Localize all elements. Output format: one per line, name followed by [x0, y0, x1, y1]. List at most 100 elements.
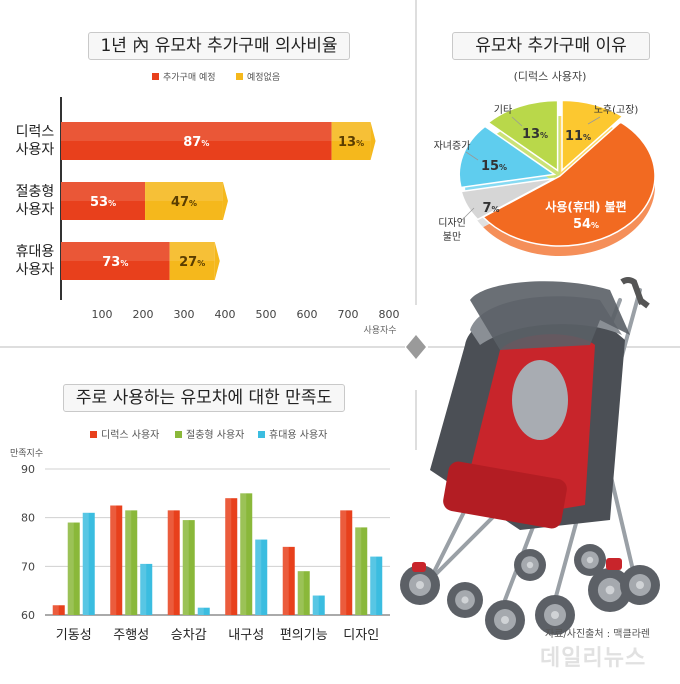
- bar-segment-1-1: [145, 182, 223, 220]
- pie-label-1: 사용(휴대) 불편: [545, 199, 626, 214]
- bar-chart-title: 1년 內 유모차 추가구매 의사비율: [88, 32, 350, 60]
- pie-value-label-0: 11%: [565, 129, 591, 144]
- stroller-canopy: [470, 281, 630, 350]
- x-tick-label-3: 400: [215, 308, 236, 321]
- bar-value-label-0-1: 13%: [338, 135, 364, 150]
- pie-leader-2: [461, 207, 475, 221]
- satisfaction-bar-4-0: [282, 546, 295, 615]
- x-axis-label: 사용자수: [363, 325, 396, 336]
- pie-label-3: 자녀증가: [434, 140, 471, 152]
- pie-slice-4: [487, 99, 559, 172]
- y-tick-label-2: 80: [21, 512, 35, 525]
- category3-label-5: 디자인: [343, 628, 379, 643]
- stroller-brake-left: [412, 562, 426, 572]
- x-tick-label-1: 200: [133, 308, 154, 321]
- legend3-label-1: 절충형 사용자: [186, 428, 244, 441]
- satisfaction-bar-shine-1-2: [140, 563, 147, 615]
- satisfaction-bar-shine-2-2: [197, 607, 204, 615]
- stroller-wheel-cap-2: [501, 616, 509, 624]
- satisfaction-bar-2-1: [182, 520, 195, 615]
- bar-highlight-2-1: [169, 242, 215, 261]
- legend3-label-0: 디럭스 사용자: [101, 429, 159, 441]
- satisfaction-bar-0-1: [67, 522, 80, 615]
- stroller-footrest: [443, 461, 567, 529]
- pie-leader-3: [465, 151, 479, 161]
- stroller-brake-right: [606, 558, 622, 570]
- pie-slice-0: [561, 99, 624, 173]
- bar-segment-0-0: [61, 122, 332, 160]
- pie-slice-2: [460, 177, 555, 221]
- satisfaction-bar-shine-5-1: [355, 527, 362, 615]
- stroller-handle-right: [620, 277, 645, 306]
- y-tick-label-1: 70: [21, 560, 35, 573]
- y-tick-label-3: 90: [21, 463, 35, 476]
- category3-label-2: 승차감: [171, 628, 207, 643]
- pie-leader-0: [587, 116, 601, 125]
- category-label-1: 사용자: [16, 202, 55, 218]
- satisfaction-bar-2-2: [197, 607, 210, 615]
- pie-slice-1: [481, 121, 656, 247]
- pie-value-label-2: 7%: [482, 201, 499, 216]
- legend3-swatch-1: [175, 431, 182, 438]
- satisfaction-bar-5-1: [355, 527, 368, 615]
- satisfaction-bar-5-2: [370, 556, 383, 615]
- satisfaction-bar-shine-3-1: [240, 493, 247, 615]
- bar-arrow-1: [222, 182, 228, 220]
- satisfaction-bar-4-1: [297, 571, 310, 615]
- pie-label-2: 불만: [443, 231, 461, 243]
- stroller-headrest: [512, 360, 568, 440]
- pie-slice-3: [458, 125, 557, 189]
- satisfaction-bar-shine-1-1: [125, 510, 132, 615]
- bar-value-label-1-1: 47%: [171, 195, 197, 210]
- y-tick-label-0: 60: [21, 609, 35, 622]
- satisfaction-bar-3-0: [225, 498, 238, 615]
- stroller-illustration-icon: [400, 277, 660, 640]
- satisfaction-bar-shine-4-0: [282, 546, 289, 615]
- bar-value-label-0-0: 87%: [183, 135, 209, 150]
- legend-swatch-0: [152, 73, 159, 80]
- satisfaction-bar-shine-2-1: [182, 520, 189, 615]
- bar-segment-0-1: [331, 122, 371, 160]
- bar-value-label-2-0: 73%: [102, 255, 128, 270]
- satisfaction-bar-shine-1-0: [110, 505, 117, 615]
- divider-diamond-icon: [406, 335, 426, 359]
- stroller-wheel-cap-3: [551, 611, 559, 619]
- pie-label-4: 기타: [494, 104, 512, 116]
- pie-label-0: 노후(고장): [594, 104, 639, 116]
- source-caption: 자료/사진출처 : 맥클라렌: [545, 629, 651, 640]
- category-label-0: 디럭스: [16, 124, 55, 140]
- pie-value-label-1: 54%: [573, 217, 599, 232]
- satisfaction-bar-3-1: [240, 493, 253, 615]
- x-tick-label-2: 300: [174, 308, 195, 321]
- legend-swatch-1: [236, 73, 243, 80]
- stroller-wheel-cap-1: [461, 596, 469, 604]
- satisfaction-bar-shine-3-0: [225, 498, 232, 615]
- stroller-wheel-cap-7: [586, 556, 594, 564]
- pie-subtitle: (디럭스 사용자): [514, 70, 587, 83]
- satisfaction-bar-5-0: [340, 510, 353, 615]
- bar-highlight-2-0: [61, 242, 170, 261]
- satisfaction-bar-shine-0-0: [52, 605, 59, 615]
- x-tick-label-6: 700: [338, 308, 359, 321]
- x-tick-label-0: 100: [92, 308, 113, 321]
- pie-value-label-4: 13%: [522, 127, 548, 142]
- category3-label-4: 편의기능: [280, 628, 328, 643]
- bar-value-label-1-0: 53%: [90, 195, 116, 210]
- pie-chart-title: 유모차 추가구매 이유: [452, 32, 650, 60]
- bar-value-label-2-1: 27%: [179, 255, 205, 270]
- bar-arrow-2: [214, 242, 220, 280]
- satisfaction-bar-shine-4-1: [297, 571, 304, 615]
- legend3-swatch-0: [90, 431, 97, 438]
- satisfaction-bar-shine-2-0: [167, 510, 174, 615]
- satisfaction-chart-title: 주로 사용하는 유모차에 대한 만족도: [63, 384, 345, 412]
- satisfaction-bar-shine-5-0: [340, 510, 347, 615]
- stroller-handle-left: [638, 297, 650, 309]
- legend3-label-2: 휴대용 사용자: [269, 429, 327, 441]
- satisfaction-bar-4-2: [312, 595, 325, 615]
- bar-arrow-0: [370, 122, 376, 160]
- x-tick-label-5: 600: [297, 308, 318, 321]
- satisfaction-bar-1-1: [125, 510, 138, 615]
- watermark-logo: 데일리뉴스: [540, 646, 647, 671]
- bar-segment-1-0: [61, 182, 146, 220]
